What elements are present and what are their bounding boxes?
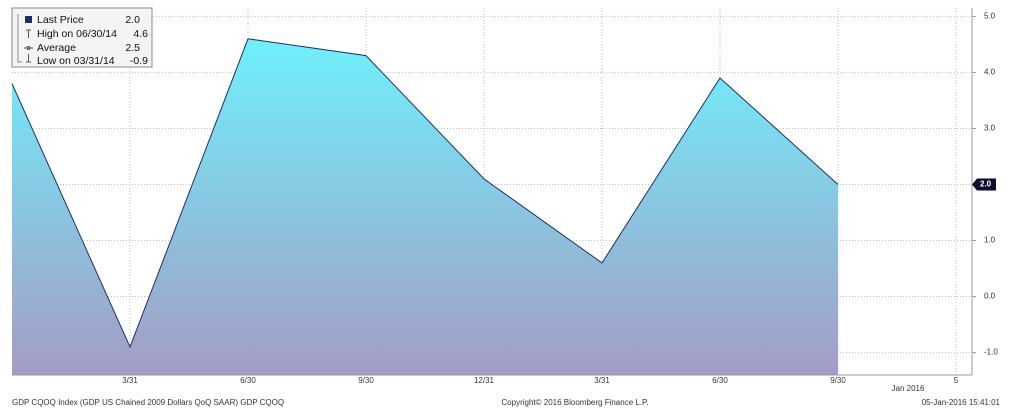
last-price-tag — [972, 178, 996, 191]
legend-label: Low on 03/31/14 — [37, 55, 115, 67]
legend-marker — [26, 29, 31, 38]
x-tick-label: 5 — [954, 376, 959, 385]
y-tick-label: 3.0 — [984, 124, 996, 133]
area — [12, 38, 838, 375]
footer-timestamp: 05-Jan-2016 15:41:01 — [922, 398, 1001, 407]
legend-label: High on 06/30/14 — [37, 28, 117, 40]
x-tick-label: 6/30 — [240, 376, 256, 385]
legend: Last Price 2.0 High on 06/30/14 4.6 Aver… — [11, 7, 153, 68]
y-tick-label: 0.0 — [984, 292, 996, 301]
legend-value: 2.5 — [125, 42, 140, 54]
x-tick-label: 9/30 — [830, 376, 846, 385]
footer-copyright: Copyright© 2016 Bloomberg Finance L.P. — [501, 398, 648, 407]
legend-marker — [26, 54, 31, 63]
y-tick-label: -1.0 — [984, 348, 998, 357]
y-tick-label: 4.0 — [984, 68, 996, 77]
legend-value: 4.6 — [133, 28, 148, 40]
legend-box — [11, 7, 153, 68]
x-tick-label: 6/30 — [712, 376, 728, 385]
x-tick-label: 3/31 — [594, 376, 610, 385]
x-tick-label: 3/31 — [122, 376, 138, 385]
legend-value: -0.9 — [130, 55, 148, 67]
y-tick-label: 1.0 — [984, 236, 996, 245]
footer-source: GDP CQOQ Index (GDP US Chained 2009 Doll… — [12, 398, 284, 407]
legend-marker — [24, 46, 33, 50]
legend-label: Last Price — [37, 14, 84, 26]
legend-tree — [17, 14, 22, 63]
y-tick-label: 5.0 — [984, 12, 996, 21]
plot-area — [11, 8, 972, 375]
legend-value: 2.0 — [125, 14, 140, 26]
line — [11, 38, 839, 349]
legend-label: Average — [37, 42, 76, 54]
period-label: Jan 2016 — [892, 384, 925, 393]
x-tick-label: 9/30 — [358, 376, 374, 385]
last-price-label: 2.0 — [980, 180, 992, 189]
legend-marker — [25, 16, 32, 23]
x-tick-label: 12/31 — [474, 376, 495, 385]
